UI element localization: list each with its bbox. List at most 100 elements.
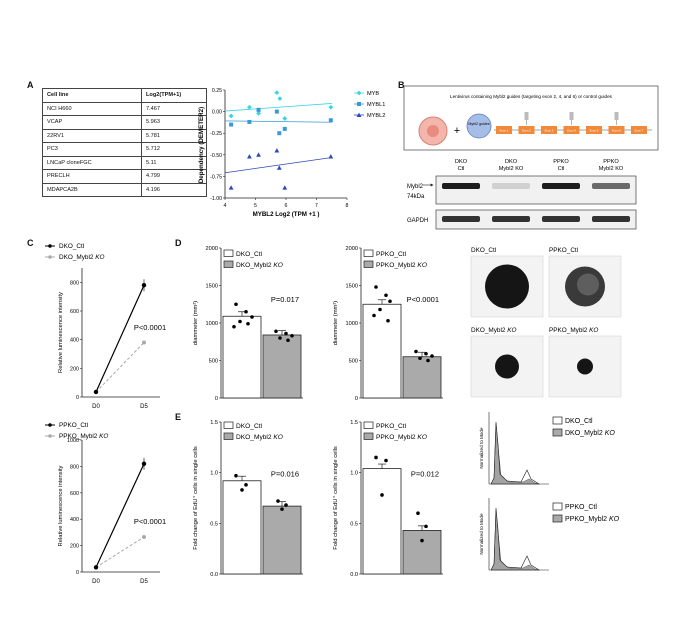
lane-label: Ctl (558, 166, 565, 172)
diameter-chart-dko: 2000 1500 1000 500 0 diammeter (mm²) P=0.017 DK… (193, 246, 303, 402)
scatter-ylabel: Dependency (DEMETER2) (198, 107, 205, 183)
point-myb (282, 116, 288, 121)
data-point (250, 315, 254, 319)
p-value: P=0.017 (271, 295, 299, 304)
table-row: VCAP 5.963 (42, 115, 207, 130)
series-line-ko (95, 342, 145, 393)
data-point (274, 329, 278, 334)
lane-label: PPKO (603, 159, 619, 165)
table-row: 22RV1 5.781 (42, 128, 207, 143)
legend-label-ko-part: KO (93, 254, 104, 261)
legend-label-ko-part: DKO_ (236, 434, 254, 441)
point-ctl (93, 565, 99, 570)
x-tick-label: 8 (346, 203, 349, 209)
legend-label-ko-part: Mybl2 (76, 254, 93, 261)
legend-swatch-ctl (363, 249, 374, 257)
legend-label-ko-part: Mybl2 (398, 434, 416, 441)
legend-swatch-ko (552, 428, 563, 437)
legend-marker (357, 102, 361, 106)
data-point (234, 302, 238, 307)
virus-icon (466, 113, 492, 139)
y-tick-label: 2000 (206, 246, 218, 252)
legend-label-ko: PPKO_Mybl2 KO (59, 433, 108, 440)
point-mybl2 (274, 148, 280, 153)
point-myb (228, 113, 234, 119)
panel-label-d: D (175, 238, 182, 248)
data-point (378, 307, 382, 312)
data-point (238, 319, 242, 324)
chart-ylabel: Relative luminescence intensity (58, 292, 64, 373)
exon-box (586, 126, 602, 134)
data-point (420, 538, 424, 543)
data-point (234, 473, 238, 478)
legend-label-ctl: PPKO_Ctl (376, 251, 407, 258)
gapdh-band (442, 216, 480, 222)
chart-ylabel: diammeter (mm²) (193, 301, 199, 346)
histogram-ctl (490, 507, 541, 571)
legend-swatch-ko (223, 432, 234, 440)
point-myb (274, 90, 280, 95)
exon-label: Exon 2 (522, 129, 531, 133)
exon-label: Exon 5 (590, 129, 599, 133)
luminescence-chart-dko: 800 600 400 200 0 D0 D5 Relative luminescence i… (45, 243, 166, 410)
data-point (290, 333, 294, 338)
legend-label-ko: DKO_Mybl2 KO (236, 262, 283, 269)
spheroid-icon (485, 264, 529, 309)
blot-label-gapdh: GAPDH (407, 218, 428, 224)
exon-label: Exon 7 (635, 129, 644, 133)
legend-label: MYBL2 (367, 113, 385, 119)
y-tick-label: 600 (70, 309, 79, 315)
table-row: LNCaP cloneFGC 5.11 (42, 155, 207, 170)
legend-swatch-ctl (552, 416, 563, 425)
data-point (278, 336, 282, 340)
legend-label-ko-part: Mybl2 (398, 262, 416, 269)
x-tick-label: 5 (254, 203, 257, 209)
legend-label-ctl: PPKO_Ctl (376, 423, 407, 430)
exon-box (608, 126, 625, 134)
exon-box (541, 126, 557, 134)
image-caption: PPKO_Mybl2 KO (549, 327, 598, 334)
legend-label-ko-part: Mybl2 (588, 516, 607, 523)
table-row: MDAPCA2B 4.196 (42, 182, 207, 197)
data-point (384, 293, 388, 298)
y-tick-label: 200 (70, 366, 79, 372)
legend-swatch-ko (223, 260, 234, 268)
legend-swatch-ko (552, 514, 563, 523)
x-tick-label: D0 (92, 579, 100, 585)
legend-marker-ko (48, 434, 52, 438)
chart-ylabel: Fold change of EdU⁺ cells in single cell… (332, 446, 339, 550)
exon-label: Exon 6 (612, 129, 621, 133)
cell-line-table: Cell line Log2(TPM+1) NCI H660 7.467 VCAP… (42, 88, 207, 197)
legend-marker (356, 90, 362, 96)
legend-label-ko-part: DKO_ (59, 254, 77, 261)
point-myb (256, 110, 261, 116)
bar-ko (402, 530, 442, 575)
legend-label: MYB (367, 91, 379, 97)
mybl2-band (542, 183, 580, 189)
luminescence-chart-ppko: 1000 800 600 400 200 0 D0 D5 Relative luminescen… (45, 422, 166, 585)
image-caption-part: KO (505, 327, 516, 334)
image-caption-part: PPKO_ (549, 327, 571, 334)
bar-ctl (362, 303, 402, 399)
y-tick-label: 1.0 (210, 471, 218, 477)
data-point (280, 507, 284, 511)
y-tick-label: 0 (215, 396, 218, 402)
point-mybl1 (256, 107, 261, 112)
data-point (284, 503, 288, 507)
y-tick-label: 1000 (67, 438, 79, 444)
data-point (380, 493, 384, 497)
bar-ko (262, 505, 302, 575)
data-point (374, 455, 378, 460)
legend-label-ko: DKO_Mybl2 KO (565, 430, 615, 437)
y-tick-label: -0.75 (210, 174, 222, 180)
data-point (244, 483, 248, 487)
image-caption: DKO_Ctl (471, 247, 496, 254)
legend-marker-ko (48, 255, 52, 259)
gapdh-band (592, 216, 630, 222)
lane-label: Ctl (458, 166, 465, 172)
nucleus-icon (427, 125, 439, 137)
legend-label-ko: PPKO_Mybl2 KO (376, 434, 427, 441)
